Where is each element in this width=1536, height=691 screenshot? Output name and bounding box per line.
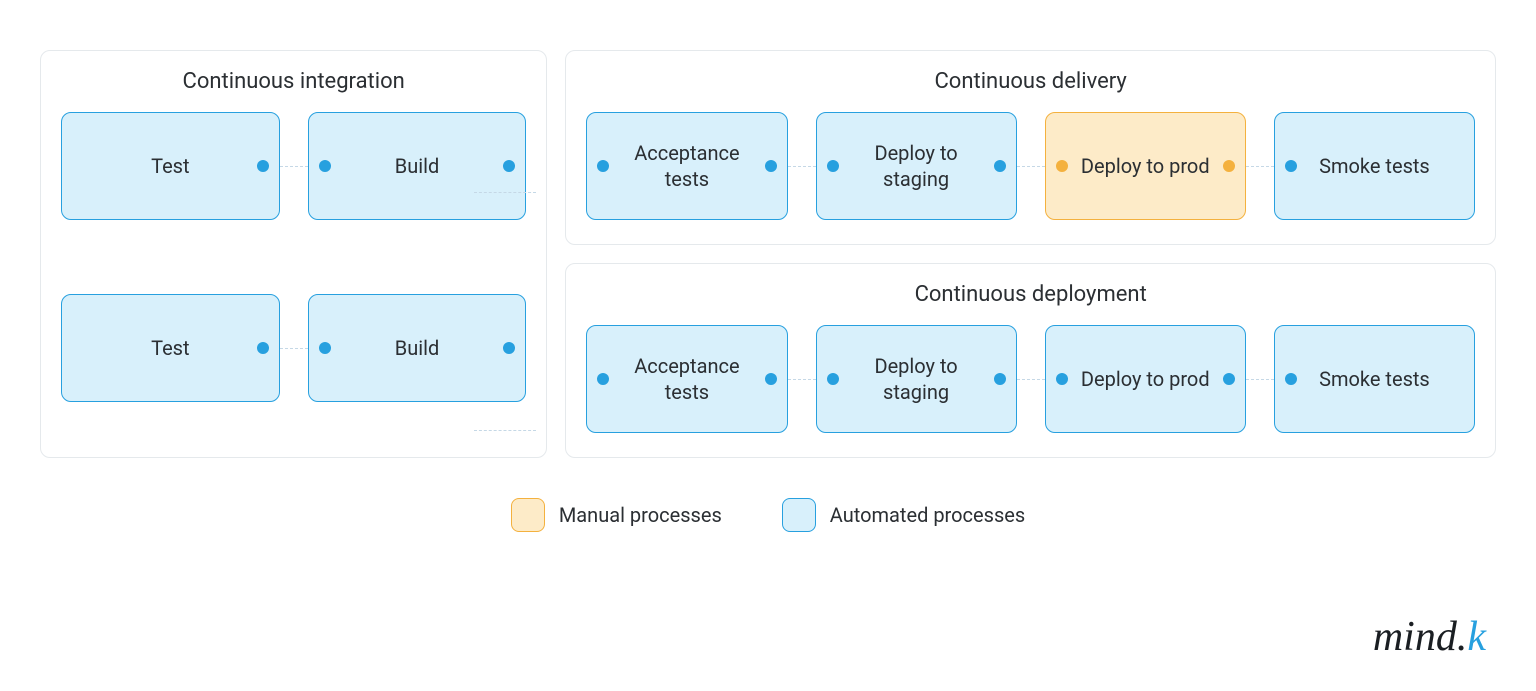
step-box: Smoke tests [1274, 112, 1475, 220]
connection-dot [319, 342, 331, 354]
cross-connector [474, 430, 536, 431]
connection-dot [1285, 373, 1297, 385]
step-label: Build [395, 335, 440, 361]
brand-logo: mind.k [1373, 613, 1486, 661]
connection-dot [994, 160, 1006, 172]
step-box: Test [61, 112, 280, 220]
connection-dot [1285, 160, 1297, 172]
connector [280, 348, 308, 349]
legend-label: Automated processes [830, 503, 1025, 527]
connector [1017, 379, 1045, 380]
connector [280, 166, 308, 167]
step-label: Deploy to prod [1081, 366, 1210, 392]
steps: Acceptance tests Deploy to staging Deploy … [586, 325, 1475, 433]
group-title: Continuous integration [183, 69, 405, 94]
connection-dot [1223, 160, 1235, 172]
connection-dot [503, 342, 515, 354]
connector [1246, 379, 1274, 380]
connection-dot [827, 160, 839, 172]
steps: Test Build [61, 294, 526, 402]
step-label: Test [151, 153, 189, 179]
right-column: Continuous delivery Acceptance tests Deplo… [565, 50, 1496, 458]
connection-dot [994, 373, 1006, 385]
connection-dot [597, 373, 609, 385]
legend-item: Automated processes [782, 498, 1025, 532]
connection-dot [827, 373, 839, 385]
connection-dot [1056, 160, 1068, 172]
steps: Test Build [61, 112, 526, 220]
legend-swatch [511, 498, 545, 532]
connection-dot [1056, 373, 1068, 385]
logo-main: mind. [1373, 614, 1468, 660]
step-box: Test [61, 294, 280, 402]
step-box: Build [308, 294, 527, 402]
legend-swatch [782, 498, 816, 532]
group-title: Continuous deployment [915, 282, 1147, 307]
connection-dot [319, 160, 331, 172]
legend-item: Manual processes [511, 498, 722, 532]
connection-dot [765, 160, 777, 172]
step-box: Acceptance tests [586, 112, 787, 220]
connection-dot [1223, 373, 1235, 385]
step-label: Smoke tests [1319, 366, 1430, 392]
group-cdep: Continuous deployment Acceptance tests Dep… [565, 263, 1496, 458]
connection-dot [765, 373, 777, 385]
connector [1017, 166, 1045, 167]
connection-dot [503, 160, 515, 172]
connection-dot [597, 160, 609, 172]
step-box: Deploy to staging [816, 112, 1017, 220]
legend-label: Manual processes [559, 503, 722, 527]
connection-dot [257, 160, 269, 172]
step-label: Deploy to prod [1081, 153, 1210, 179]
ci-steps-wrap: Test Build Test Build [61, 112, 526, 402]
step-label: Deploy to staging [845, 140, 988, 192]
step-label: Acceptance tests [615, 353, 758, 405]
cross-connector [474, 192, 536, 193]
diagram-container: Continuous integration Test Build Test Build… [40, 50, 1496, 458]
step-box: Deploy to prod [1045, 112, 1246, 220]
step-label: Acceptance tests [615, 140, 758, 192]
group-title: Continuous delivery [934, 69, 1126, 94]
diagram-rows: Continuous integration Test Build Test Build… [40, 50, 1496, 458]
step-label: Build [395, 153, 440, 179]
step-label: Deploy to staging [845, 353, 988, 405]
step-box: Acceptance tests [586, 325, 787, 433]
connection-dot [257, 342, 269, 354]
connector [788, 166, 816, 167]
step-box: Build [308, 112, 527, 220]
step-label: Test [151, 335, 189, 361]
steps: Acceptance tests Deploy to staging Deploy … [586, 112, 1475, 220]
step-box: Deploy to staging [816, 325, 1017, 433]
connector [1246, 166, 1274, 167]
group-cdel: Continuous delivery Acceptance tests Deplo… [565, 50, 1496, 245]
step-box: Smoke tests [1274, 325, 1475, 433]
logo-accent: k [1467, 614, 1486, 660]
vertical-spacer [61, 220, 526, 294]
connector [788, 379, 816, 380]
step-label: Smoke tests [1319, 153, 1430, 179]
group-ci: Continuous integration Test Build Test Build [40, 50, 547, 458]
step-box: Deploy to prod [1045, 325, 1246, 433]
legend: Manual processes Automated processes [40, 498, 1496, 532]
